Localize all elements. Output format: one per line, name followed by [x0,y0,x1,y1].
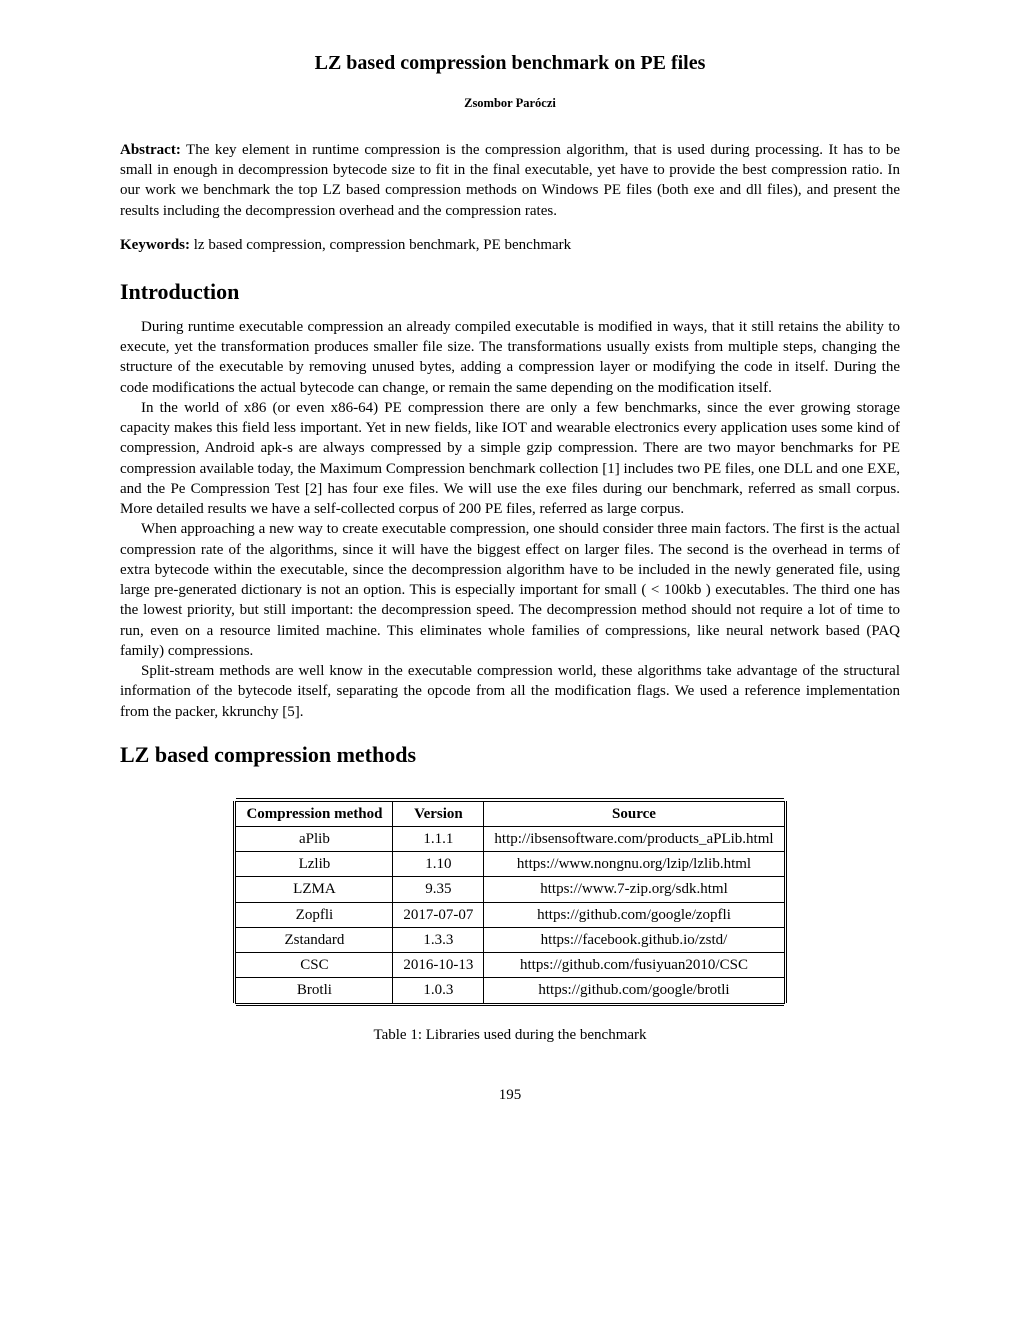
table-row: aPlib 1.1.1 http://ibsensoftware.com/pro… [236,826,784,851]
table-header-cell: Compression method [236,801,393,826]
table-cell: https://github.com/google/zopfli [484,902,784,927]
table-row: Brotli 1.0.3 https://github.com/google/b… [236,978,784,1003]
table-cell: aPlib [236,826,393,851]
table-header-cell: Version [393,801,484,826]
table-cell: 9.35 [393,877,484,902]
table-row: Zstandard 1.3.3 https://facebook.github.… [236,927,784,952]
table-cell: 1.3.3 [393,927,484,952]
table-row: CSC 2016-10-13 https://github.com/fusiyu… [236,953,784,978]
paragraph: During runtime executable compression an… [120,317,900,398]
paragraph: When approaching a new way to create exe… [120,519,900,661]
table-cell: 2016-10-13 [393,953,484,978]
table-cell: https://github.com/google/brotli [484,978,784,1003]
table-cell: CSC [236,953,393,978]
table-caption: Table 1: Libraries used during the bench… [120,1025,900,1045]
table-cell: https://www.nongnu.org/lzip/lzlib.html [484,852,784,877]
table-cell: http://ibsensoftware.com/products_aPLib.… [484,826,784,851]
paper-author: Zsombor Paróczi [120,95,900,112]
table-header-row: Compression method Version Source [236,801,784,826]
table-cell: 2017-07-07 [393,902,484,927]
keywords-block: Keywords: lz based compression, compress… [120,235,900,255]
paper-title: LZ based compression benchmark on PE fil… [120,50,900,77]
section-heading-lz-methods: LZ based compression methods [120,740,900,770]
libraries-table: Compression method Version Source aPlib … [235,801,784,1004]
table-cell: https://facebook.github.io/zstd/ [484,927,784,952]
table-cell: https://github.com/fusiyuan2010/CSC [484,953,784,978]
keywords-label: Keywords: [120,237,190,253]
libraries-table-wrap: Compression method Version Source aPlib … [120,780,900,1015]
table-cell: https://www.7-zip.org/sdk.html [484,877,784,902]
table-cell: 1.10 [393,852,484,877]
table-row: Lzlib 1.10 https://www.nongnu.org/lzip/l… [236,852,784,877]
keywords-text: lz based compression, compression benchm… [190,237,571,253]
paragraph: Split-stream methods are well know in th… [120,661,900,722]
table-cell: Zopfli [236,902,393,927]
abstract-text: The key element in runtime compression i… [120,142,900,219]
paragraph: In the world of x86 (or even x86-64) PE … [120,398,900,520]
abstract-label: Abstract: [120,142,181,158]
page-number: 195 [120,1085,900,1105]
abstract-block: Abstract: The key element in runtime com… [120,140,900,221]
section-heading-introduction: Introduction [120,277,900,307]
introduction-body: During runtime executable compression an… [120,317,900,722]
table-cell: Zstandard [236,927,393,952]
table-row: LZMA 9.35 https://www.7-zip.org/sdk.html [236,877,784,902]
table-cell: 1.0.3 [393,978,484,1003]
table-row: Zopfli 2017-07-07 https://github.com/goo… [236,902,784,927]
table-header-cell: Source [484,801,784,826]
table-cell: 1.1.1 [393,826,484,851]
table-cell: LZMA [236,877,393,902]
table-cell: Brotli [236,978,393,1003]
table-cell: Lzlib [236,852,393,877]
